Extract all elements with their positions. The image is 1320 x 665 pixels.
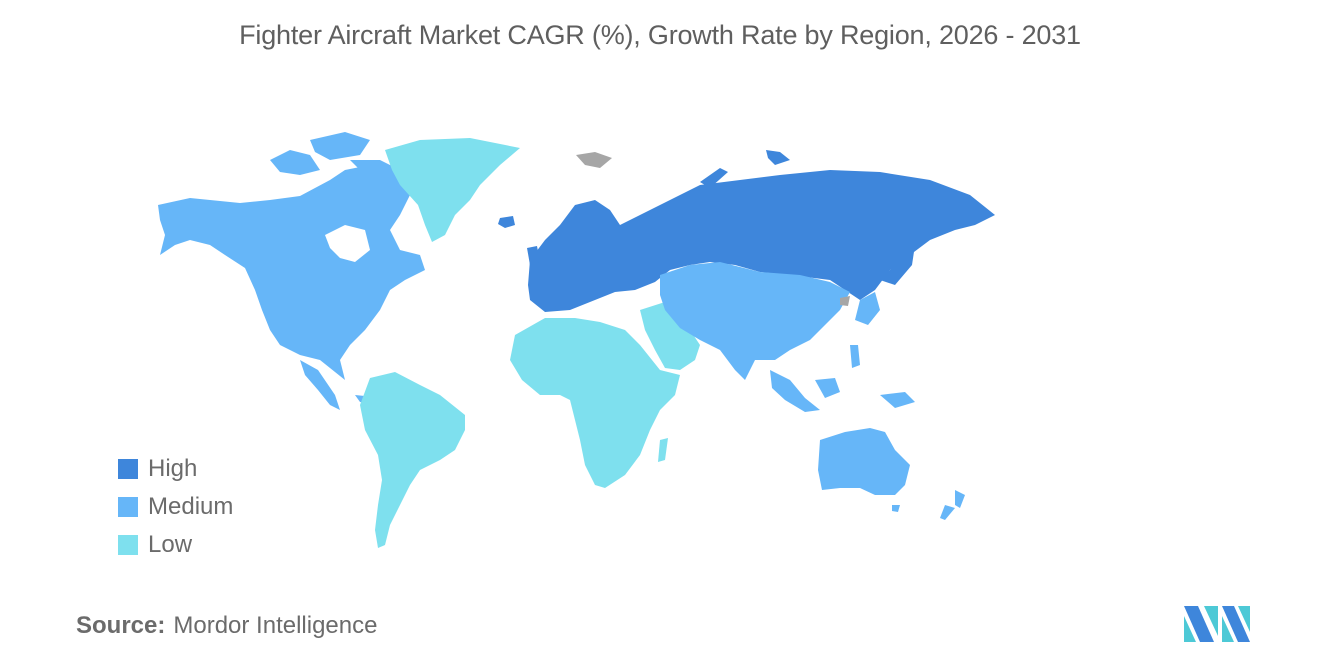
legend-swatch-high xyxy=(118,459,138,479)
mordor-logo-icon xyxy=(1184,606,1250,642)
legend-label: High xyxy=(148,455,198,482)
region-africa-middle-east xyxy=(510,302,700,488)
legend-item-medium: Medium xyxy=(118,488,233,526)
chart-title: Fighter Aircraft Market CAGR (%), Growth… xyxy=(239,20,1081,50)
legend-item-low: Low xyxy=(118,526,233,564)
region-south-america xyxy=(360,372,465,548)
region-north-america xyxy=(158,132,425,410)
region-asia xyxy=(660,262,915,412)
source-value: Mordor Intelligence xyxy=(173,612,378,639)
legend-swatch-low xyxy=(118,535,138,555)
legend-label: Medium xyxy=(148,493,234,520)
region-oceania xyxy=(818,428,965,520)
source-key: Source: xyxy=(76,612,166,639)
legend-item-high: High xyxy=(118,450,233,488)
legend-label: Low xyxy=(148,531,193,558)
region-europe-russia xyxy=(498,150,995,312)
region-greenland xyxy=(385,138,520,242)
source-note: Source: Mordor Intelligence xyxy=(76,612,377,640)
legend-swatch-medium xyxy=(118,497,138,517)
legend: High Medium Low xyxy=(118,450,233,564)
